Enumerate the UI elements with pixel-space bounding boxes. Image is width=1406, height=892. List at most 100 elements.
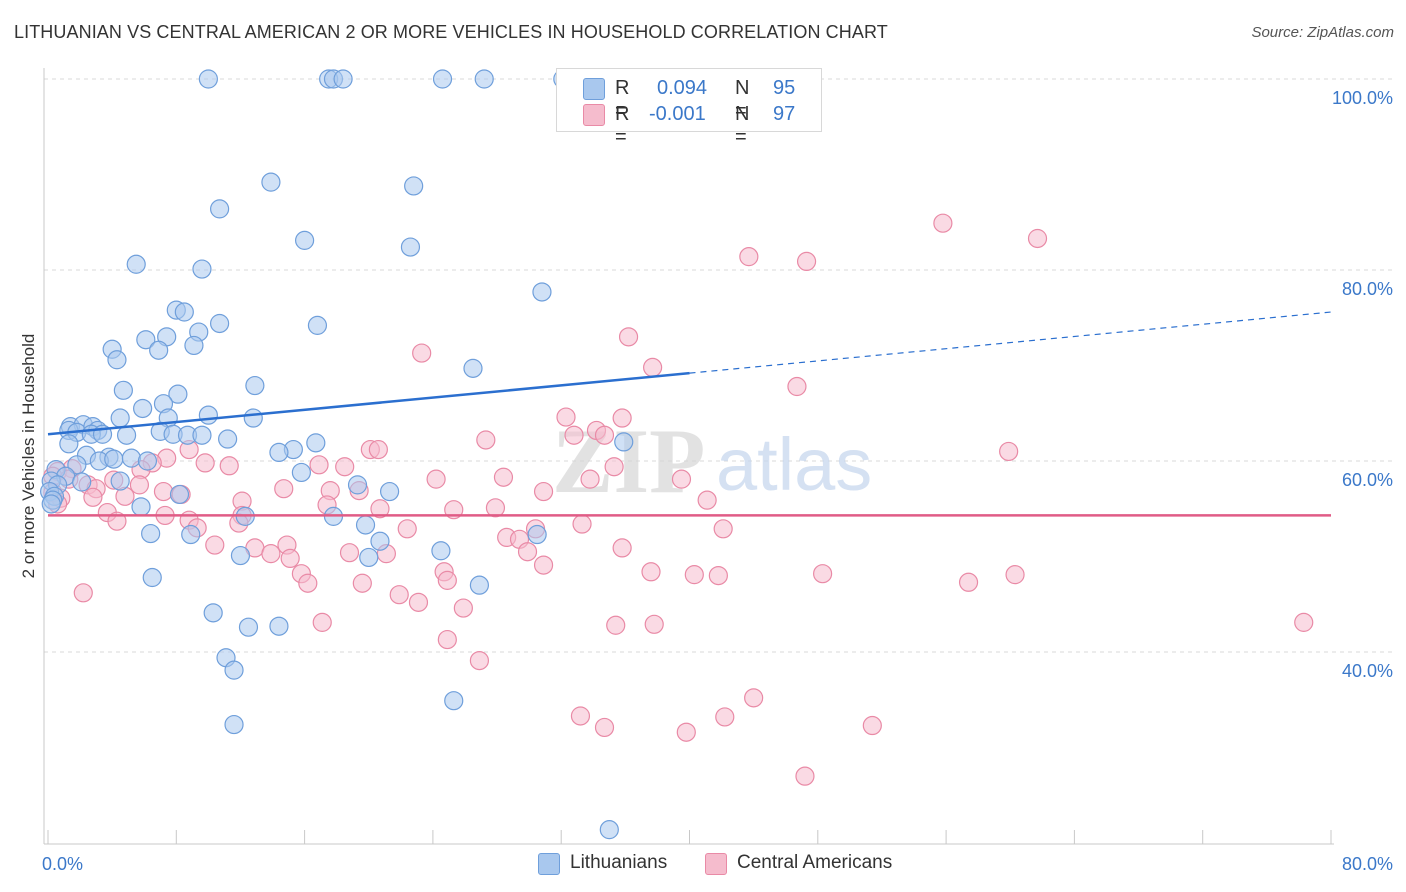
source-label: Source: ZipAtlas.com bbox=[1251, 24, 1394, 41]
central-americans-point bbox=[697, 490, 717, 510]
lithuanians-point bbox=[174, 302, 194, 322]
lithuanians-point bbox=[110, 408, 130, 428]
central-americans-point bbox=[713, 519, 733, 539]
central-americans-point bbox=[813, 564, 833, 584]
lithuanians-point bbox=[181, 524, 201, 545]
lithuanians-point bbox=[291, 462, 311, 483]
central-americans-point bbox=[933, 213, 953, 233]
central-americans-point bbox=[1027, 228, 1048, 249]
central-americans-point bbox=[715, 707, 735, 727]
n-label: N = bbox=[735, 77, 750, 122]
x-tick-label-min: 0.0% bbox=[42, 854, 83, 874]
watermark-atlas: atlas bbox=[716, 423, 872, 506]
lithuanians-point bbox=[192, 259, 212, 279]
gridlines bbox=[44, 78, 1395, 653]
central-americans-point bbox=[570, 706, 591, 726]
central-americans-point bbox=[129, 475, 150, 495]
lithuanians-point bbox=[370, 531, 390, 551]
watermark-zip: ZIP bbox=[552, 410, 705, 512]
central-americans-point bbox=[312, 612, 332, 632]
central-americans-point bbox=[618, 327, 639, 347]
lithuanians-point bbox=[121, 448, 141, 468]
r-label: R = bbox=[615, 77, 630, 122]
central-americans-point bbox=[517, 542, 538, 562]
x-tick-marks bbox=[47, 830, 1332, 844]
legend-label: Lithuanians bbox=[570, 852, 668, 873]
lithuanians-point bbox=[133, 398, 153, 419]
n-value: 95 bbox=[773, 77, 796, 99]
stats-legend: R = 0.094 N = 95 R = -0.001 N = 97 bbox=[556, 68, 822, 148]
central-americans-point bbox=[485, 498, 506, 518]
central-americans-points bbox=[43, 213, 1314, 786]
lithuanians-point bbox=[136, 330, 156, 350]
central-americans-point bbox=[195, 453, 215, 473]
central-americans-point bbox=[1294, 612, 1314, 632]
central-americans-point bbox=[862, 715, 882, 736]
central-americans-point bbox=[437, 629, 457, 650]
lithuanians-point bbox=[168, 384, 188, 404]
r-label: R = bbox=[615, 103, 630, 148]
central-americans-point bbox=[671, 469, 692, 489]
lithuanians-point bbox=[474, 69, 494, 89]
central-americans-point bbox=[1005, 565, 1025, 585]
r-value: 0.094 bbox=[657, 77, 708, 99]
central-americans-point bbox=[309, 455, 329, 475]
lithuanians-point bbox=[41, 494, 61, 514]
lithuanians-point bbox=[116, 425, 137, 445]
central-americans-point bbox=[580, 469, 600, 489]
x-tick-label-max: 80.0% bbox=[1342, 854, 1393, 874]
lithuanians-point bbox=[355, 515, 376, 535]
lithuanians-point bbox=[306, 433, 326, 453]
central-americans-point bbox=[533, 481, 554, 502]
n-value: 97 bbox=[773, 103, 796, 125]
central-americans-point bbox=[280, 548, 300, 569]
lithuanians-point bbox=[347, 475, 368, 495]
central-americans-point bbox=[335, 457, 355, 477]
lithuanians-legend-swatch bbox=[538, 853, 560, 875]
central-americans-point bbox=[368, 439, 388, 460]
chart-title: LITHUANIAN VS CENTRAL AMERICAN 2 OR MORE… bbox=[14, 22, 888, 42]
central-americans-point bbox=[594, 425, 615, 445]
central-americans-point bbox=[739, 247, 759, 267]
central-americans-point bbox=[641, 562, 661, 582]
central-americans-point bbox=[437, 570, 457, 590]
lithuanians-point bbox=[198, 405, 218, 425]
central-americans-point bbox=[612, 408, 632, 428]
lithuanians-point bbox=[131, 497, 151, 517]
lithuanians-point bbox=[527, 524, 547, 545]
central-americans-point bbox=[426, 469, 446, 489]
lithuanians-point bbox=[359, 547, 379, 568]
central-americans-point bbox=[676, 722, 696, 742]
central-americans-point bbox=[298, 573, 318, 593]
lithuanians-point bbox=[238, 617, 259, 637]
lithuanians-point bbox=[245, 375, 265, 396]
central-americans-point bbox=[796, 251, 817, 272]
lithuanians-point bbox=[431, 541, 451, 561]
central-americans-point bbox=[564, 425, 584, 445]
trendlines bbox=[47, 311, 1332, 517]
lithuanians-point bbox=[210, 199, 230, 219]
central-americans-point bbox=[261, 544, 281, 564]
lithuanians-point bbox=[463, 358, 483, 378]
lithuanians-point bbox=[141, 523, 161, 544]
lithuanians-point bbox=[126, 254, 146, 274]
central-americans-point bbox=[594, 717, 615, 738]
lithuanians-point bbox=[169, 484, 190, 505]
central-americans-point bbox=[476, 430, 496, 450]
lithuanians-point bbox=[113, 380, 133, 400]
central-americans-point bbox=[612, 538, 632, 558]
lithuanians-point bbox=[198, 69, 218, 89]
lithuanians-point bbox=[218, 429, 238, 449]
central-americans-point bbox=[795, 766, 815, 786]
central-americans-point bbox=[83, 487, 103, 507]
central-americans-point bbox=[469, 650, 490, 671]
y-tick-labels: 40.0% 60.0% 80.0% 100.0% bbox=[1332, 88, 1393, 681]
lithuanians-point bbox=[307, 315, 328, 335]
lithuanians-point bbox=[269, 616, 289, 636]
lithuanians-trendline bbox=[47, 371, 690, 436]
central-americans-point bbox=[352, 573, 372, 593]
lithuanians-point bbox=[137, 451, 158, 471]
central-americans-point bbox=[389, 585, 409, 605]
central-americans-point bbox=[219, 456, 239, 476]
